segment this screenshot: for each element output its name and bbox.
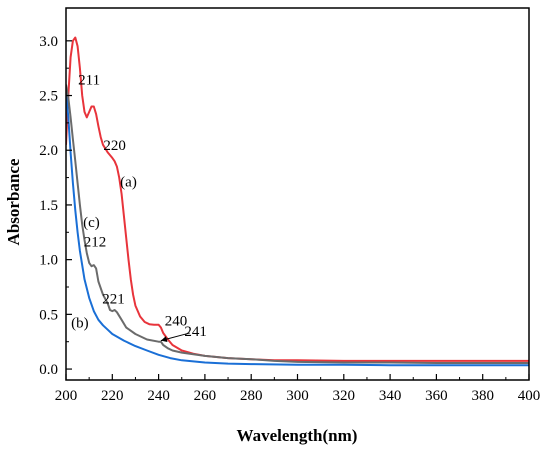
y-tick-label: 1.0: [39, 253, 58, 269]
axes-layer: 200 220 240 260 280 300 320 340 360 380 400 0.0 0.5 1…: [39, 7, 541, 404]
annotation-label: 212: [84, 235, 107, 251]
x-tick-label: 280: [240, 388, 263, 404]
plot-frame: [65, 7, 530, 381]
x-tick-label: 220: [101, 388, 124, 404]
y-axis-title: Absorbance: [4, 158, 23, 245]
x-axis-title: Wavelength(nm): [237, 426, 358, 445]
y-tick-label: 2.0: [39, 143, 58, 159]
annotation-label: (a): [120, 174, 137, 190]
y-tick-label: 0.0: [39, 362, 58, 378]
x-tick-label: 340: [379, 388, 402, 404]
series-line-0: [66, 36, 529, 362]
series-layer: [66, 36, 529, 367]
x-tick-label: 200: [55, 388, 78, 404]
annotation-label: 211: [78, 73, 100, 89]
y-tick-label: 1.5: [39, 198, 58, 214]
x-tick-label: 360: [425, 388, 448, 404]
x-tick-label: 260: [194, 388, 217, 404]
x-tick-label: 320: [333, 388, 356, 404]
x-tick-label: 400: [518, 388, 541, 404]
series-line-1: [66, 90, 529, 367]
annotation-label: 240: [165, 313, 188, 329]
annotation-label: 241: [184, 324, 207, 340]
x-tick-label: 300: [286, 388, 309, 404]
y-tick-label: 2.5: [39, 89, 58, 105]
x-tick-label: 240: [147, 388, 170, 404]
x-tick-label: 380: [471, 388, 494, 404]
annotation-label: (c): [83, 215, 100, 231]
y-tick-label: 3.0: [39, 34, 58, 50]
y-tick-label: 0.5: [39, 307, 58, 323]
annotation-label: 220: [103, 138, 126, 154]
annotation-label: (b): [71, 315, 89, 331]
annotation-label: 221: [102, 291, 125, 307]
series-line-2: [66, 84, 529, 364]
annotation-arrow-head: [160, 336, 168, 342]
